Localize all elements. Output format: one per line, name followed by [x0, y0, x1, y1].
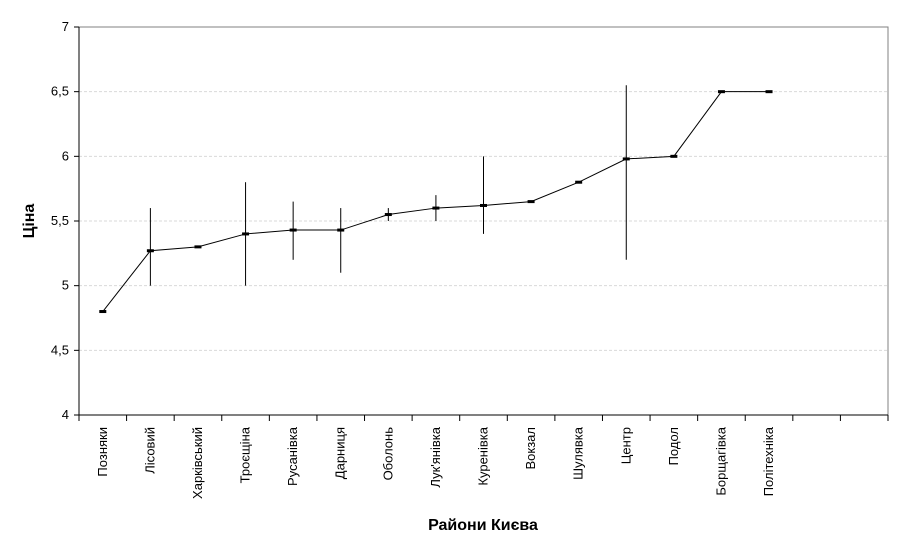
data-point: [432, 206, 440, 210]
data-point: [194, 245, 202, 249]
data-series: [99, 85, 773, 314]
y-tick-label: 7: [62, 19, 69, 34]
x-tick-label: Вокзал: [523, 427, 538, 470]
x-tick-label: Подол: [666, 427, 681, 465]
data-point: [622, 157, 630, 161]
x-tick-label: Борщагівка: [713, 426, 728, 495]
x-axis-title: Райони Києва: [428, 517, 538, 534]
x-tick-label: Русанівка: [285, 426, 300, 486]
x-tick-label: Лісовий: [142, 427, 157, 474]
data-point: [575, 180, 583, 184]
y-axis-title: Ціна: [21, 204, 38, 239]
data-point: [242, 232, 250, 236]
x-tick-label: Шулявка: [571, 426, 586, 480]
data-point: [717, 90, 725, 94]
y-tick-label: 5,5: [51, 213, 69, 228]
data-point: [99, 310, 107, 314]
y-tick-label: 4: [62, 407, 69, 422]
y-tick-label: 6: [62, 148, 69, 163]
x-tick-label: Куренівка: [476, 426, 491, 485]
data-point: [527, 200, 535, 204]
data-point: [384, 213, 392, 217]
x-tick-label: Позняки: [95, 427, 110, 477]
x-tick-label: Лук'янівка: [428, 426, 443, 487]
data-point: [765, 90, 773, 94]
x-tick-label: Оболонь: [380, 427, 395, 481]
data-point: [337, 228, 345, 232]
x-tick-label: Політехніка: [761, 426, 776, 496]
y-tick-label: 4,5: [51, 342, 69, 357]
data-point: [146, 249, 154, 253]
data-point: [480, 203, 487, 207]
data-point: [289, 228, 297, 232]
x-tick-label: Дарниця: [333, 427, 348, 479]
axes: 4 4,5 5 5,5 6 6,5 7 Позняки Лісовий Харківський Тр…: [51, 19, 889, 499]
x-tick-label: Центр: [618, 427, 633, 464]
x-tick-label: Троєщіна: [238, 426, 253, 483]
y-tick-label: 5: [62, 278, 69, 293]
y-tick-label: 6,5: [51, 84, 69, 99]
x-tick-label: Харківський: [190, 427, 205, 499]
data-point: [670, 154, 678, 158]
